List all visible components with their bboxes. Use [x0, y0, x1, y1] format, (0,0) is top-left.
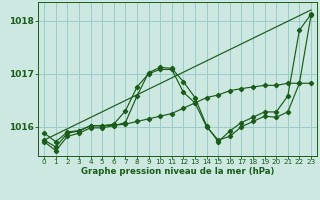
X-axis label: Graphe pression niveau de la mer (hPa): Graphe pression niveau de la mer (hPa) — [81, 167, 274, 176]
